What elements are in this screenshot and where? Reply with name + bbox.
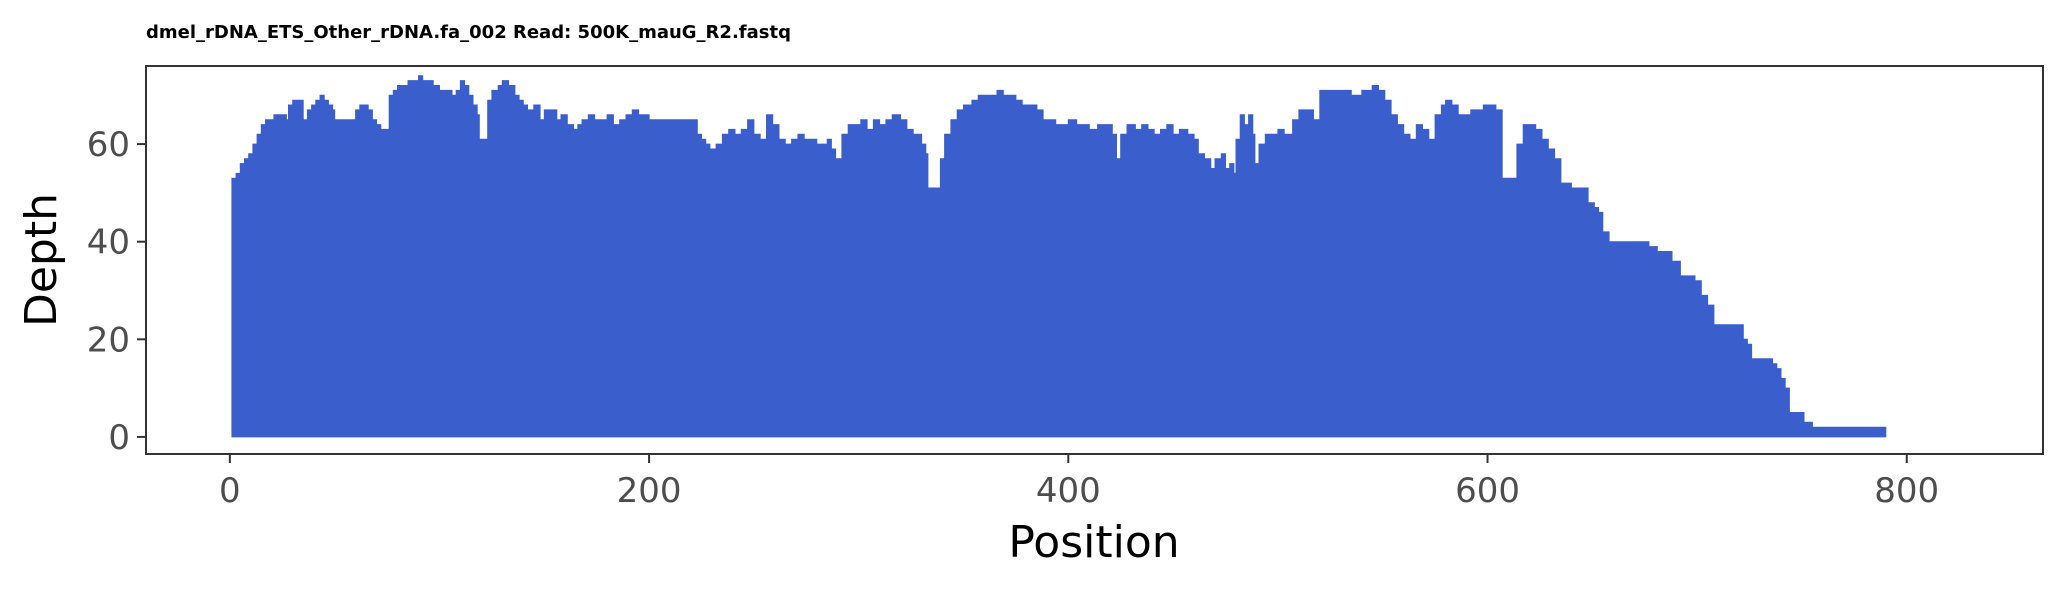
x-tick-label: 0 [219,471,241,511]
y-axis-label: Depth [16,193,67,327]
chart-title: dmel_rDNA_ETS_Other_rDNA.fa_002 Read: 50… [146,22,791,43]
depth-area [231,75,1887,438]
y-tick-label: 60 [87,125,130,165]
x-tick-label: 400 [1036,471,1101,511]
y-tick-label: 20 [87,320,130,360]
x-tick-label: 800 [1874,471,1939,511]
x-tick-label: 200 [617,471,682,511]
x-axis-label: Position [1008,517,1179,568]
y-axis: 0 20 40 60 [87,125,146,458]
x-tick-label: 600 [1455,471,1520,511]
x-axis: 0 200 400 600 800 [219,454,1939,511]
y-tick-label: 40 [87,223,130,263]
y-tick-label: 0 [108,418,130,458]
depth-area-layer [231,75,1887,438]
